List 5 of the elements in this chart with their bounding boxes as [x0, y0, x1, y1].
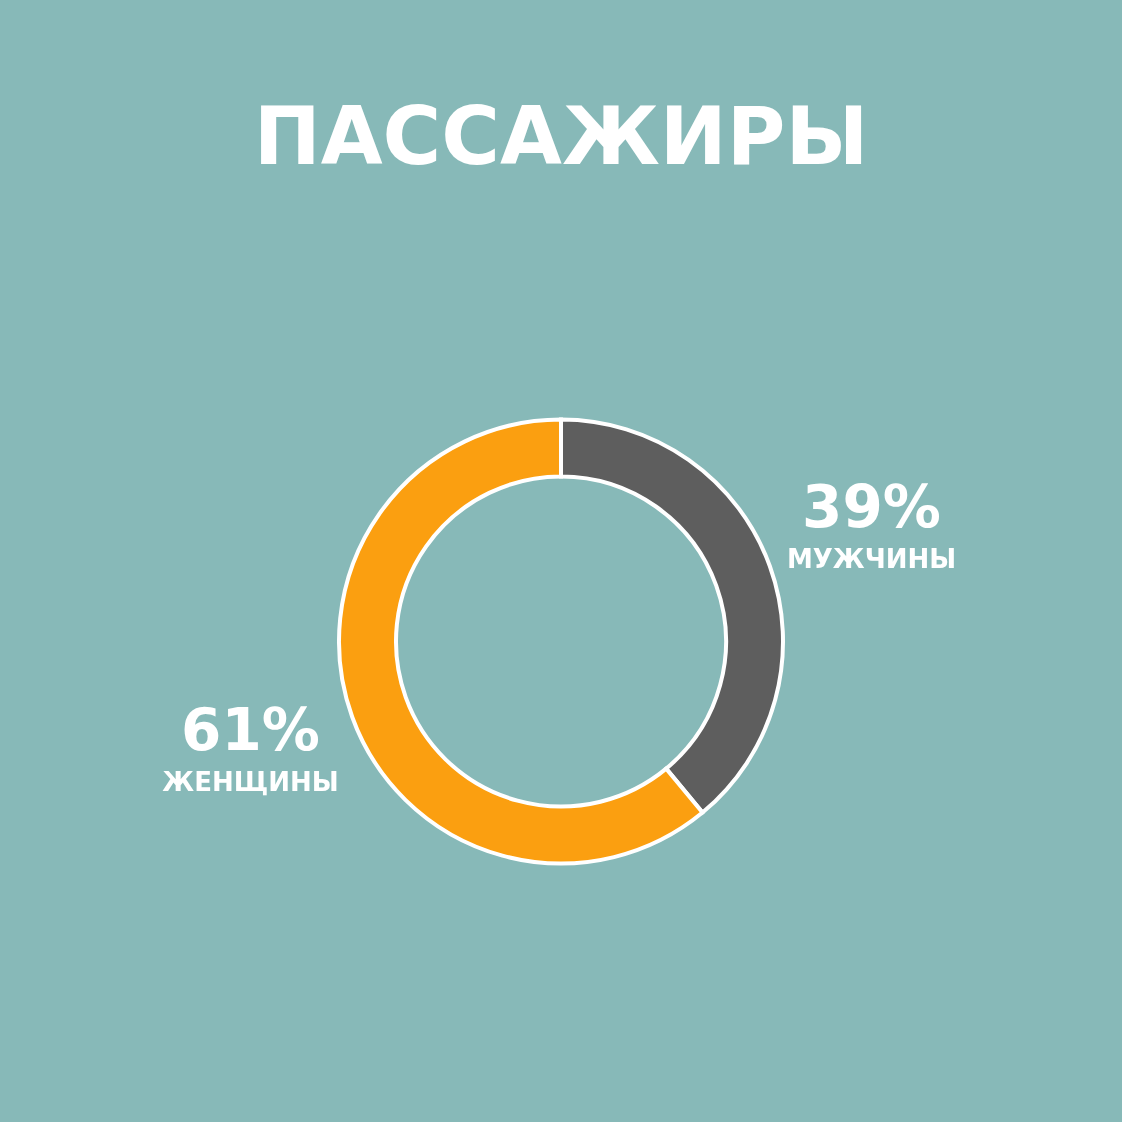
data-label: 39% [802, 472, 941, 541]
data-label: 61% [181, 696, 320, 765]
chart-title: ПАССАЖИРЫ [253, 90, 869, 183]
slice-label: МУЖЧИНЫ [786, 543, 957, 574]
slice-label: ЖЕНЩИНЫ [162, 767, 339, 798]
